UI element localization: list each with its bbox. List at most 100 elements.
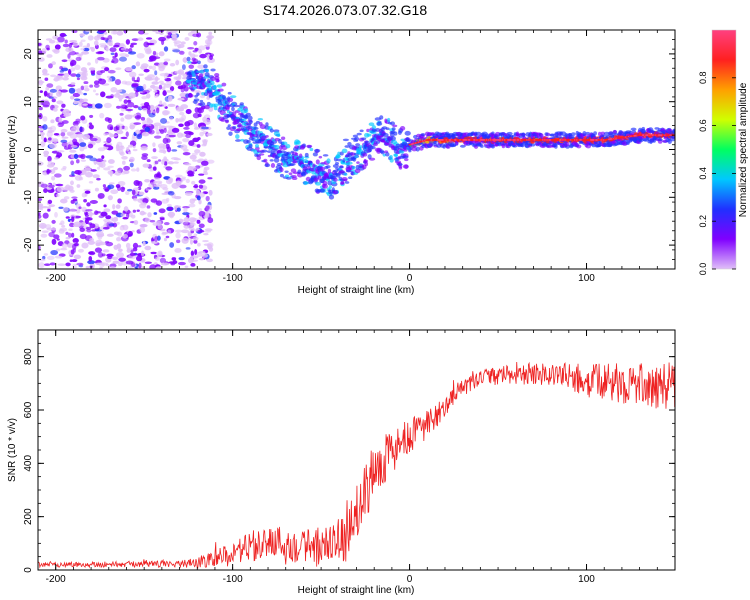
heatmap-cell	[78, 102, 83, 107]
heatmap-cell	[192, 112, 200, 119]
heatmap-cell	[45, 44, 50, 50]
heatmap-cell	[47, 160, 53, 166]
heatmap-cell	[199, 99, 204, 103]
heatmap-cell	[68, 87, 76, 94]
heatmap-cell	[196, 32, 202, 38]
heatmap-cell	[105, 263, 110, 267]
snr-xtick-label: -100	[223, 574, 243, 585]
heatmap-cell	[38, 218, 43, 222]
heatmap-cell	[135, 61, 141, 67]
heatmap-cell	[131, 136, 138, 142]
heatmap-cell	[83, 81, 89, 85]
heatmap-cell	[128, 254, 137, 260]
figure-title: S174.2026.073.07.32.G18	[263, 2, 427, 18]
heatmap-cell	[265, 135, 269, 138]
heatmap-cell	[68, 228, 73, 232]
heatmap-cell	[231, 111, 237, 116]
heatmap-cell	[276, 134, 281, 138]
heatmap-cell	[128, 92, 136, 99]
heatmap-cell	[183, 216, 190, 223]
heatmap-cell	[130, 168, 137, 172]
heatmap-cell	[142, 89, 150, 94]
heatmap-cell	[87, 143, 94, 149]
heatmap-cell	[130, 262, 136, 268]
heatmap-cell	[54, 255, 63, 259]
heatmap-cell	[106, 42, 113, 45]
heatmap-cell	[147, 74, 155, 78]
heatmap-cell	[159, 100, 163, 105]
heatmap-cell	[40, 131, 45, 136]
heatmap-cell	[97, 166, 101, 170]
heatmap-cell	[69, 149, 77, 153]
heatmap-cell	[83, 92, 87, 96]
heatmap-cell	[200, 69, 204, 74]
heatmap-cell	[385, 127, 390, 131]
heatmap-cell	[83, 47, 90, 52]
heatmap-cell	[85, 226, 92, 230]
heatmap-cell	[51, 219, 56, 224]
heatmap-cell	[256, 133, 260, 139]
heatmap-cell	[312, 163, 316, 169]
heatmap-cell	[102, 249, 110, 253]
heatmap-cell	[60, 247, 68, 251]
heatmap-cell	[166, 146, 172, 153]
heatmap-cell	[95, 262, 102, 266]
heatmap-cell	[189, 239, 194, 245]
heatmap-cell	[269, 128, 274, 133]
snr-ytick-label: 800	[23, 348, 34, 365]
heatmap-cell	[183, 207, 188, 213]
heatmap-cell	[120, 47, 126, 51]
heatmap-cell	[38, 214, 42, 219]
heatmap-cell	[146, 42, 155, 46]
heatmap-cell	[76, 159, 80, 164]
heatmap-cell	[133, 220, 139, 225]
heatmap-cell	[109, 126, 113, 131]
heatmap-cell	[193, 98, 200, 102]
heatmap-cell	[64, 39, 68, 44]
heatmap-cell	[217, 101, 223, 105]
heatmap-cell	[60, 131, 66, 137]
heatmap-cell	[154, 184, 161, 188]
heatmap-cell	[87, 240, 96, 245]
heatmap-cell	[145, 188, 149, 191]
heatmap-cell	[41, 48, 47, 54]
heatmap-cell	[69, 95, 75, 100]
spectrogram-xtick-label: -200	[46, 273, 66, 284]
heatmap-cell	[70, 180, 74, 186]
heatmap-cell	[140, 145, 148, 151]
heatmap-cell	[176, 132, 184, 138]
heatmap-cell	[346, 161, 353, 165]
heatmap-cell	[133, 122, 141, 125]
heatmap-cell	[116, 221, 120, 225]
heatmap-cell	[327, 168, 332, 174]
heatmap-cell	[126, 188, 133, 192]
heatmap-cell	[72, 243, 77, 251]
heatmap-cell	[163, 58, 171, 62]
heatmap-cell	[59, 222, 63, 226]
heatmap-cell	[208, 189, 213, 196]
heatmap-cell	[582, 131, 587, 137]
heatmap-cell	[266, 150, 273, 154]
heatmap-cell	[57, 263, 66, 266]
heatmap-cell	[200, 126, 210, 130]
heatmap-cell	[198, 49, 202, 54]
heatmap-cell	[89, 169, 97, 172]
heatmap-cell	[84, 30, 93, 33]
heatmap-cell	[151, 65, 157, 71]
heatmap-cell	[53, 76, 59, 82]
heatmap-cell	[276, 149, 282, 155]
heatmap-cell	[235, 134, 240, 140]
heatmap-cell	[215, 78, 220, 83]
heatmap-cell	[152, 166, 157, 171]
heatmap-cell	[46, 83, 54, 88]
heatmap-cell	[88, 180, 94, 184]
heatmap-cell	[76, 133, 85, 138]
heatmap-cell	[133, 79, 139, 83]
heatmap-cell	[390, 135, 396, 142]
heatmap-cell	[93, 83, 100, 88]
heatmap-cell	[65, 47, 74, 53]
heatmap-cell	[93, 40, 99, 46]
heatmap-cell	[112, 30, 117, 35]
snr-ytick-label: 200	[23, 508, 34, 525]
